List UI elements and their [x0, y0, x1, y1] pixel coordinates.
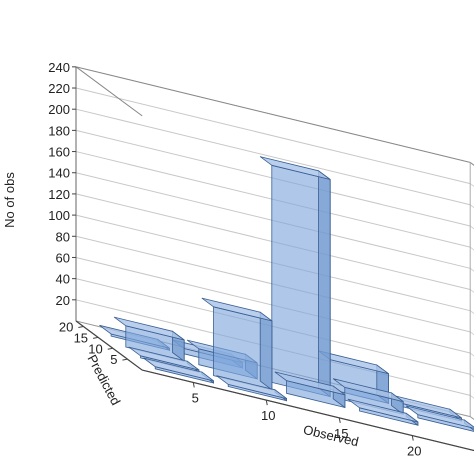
side-gridline	[469, 246, 474, 251]
y-tick-label: 15	[74, 330, 88, 345]
bar-top-face	[347, 398, 419, 423]
side-gridline	[469, 162, 474, 166]
bar-top-face	[201, 297, 273, 322]
wall-top-edge	[75, 66, 474, 166]
z-tick-label: 220	[48, 81, 70, 96]
side-gridline	[469, 225, 474, 230]
x-tick-label: 15	[334, 426, 348, 441]
bar	[201, 297, 273, 391]
bar-top-face	[332, 378, 404, 402]
bar-top-face	[113, 316, 185, 341]
y-tick-mark	[78, 325, 84, 328]
bar-top-face	[405, 405, 474, 429]
y-axis-title: Predicted	[84, 352, 123, 408]
predicted-axis-line	[75, 320, 143, 371]
y-tick-mark	[122, 358, 128, 361]
z-tick-label: 120	[48, 187, 70, 202]
y-tick-mark	[107, 347, 113, 350]
z-tick-label: 20	[56, 293, 70, 308]
y-tick-label: 5	[110, 352, 117, 367]
bar	[259, 156, 331, 398]
side-gridline	[469, 331, 474, 336]
x-tick-mark	[338, 417, 341, 423]
bar-front-face	[417, 414, 474, 432]
side-gridline	[469, 310, 474, 315]
side-gridline	[469, 394, 474, 399]
side-gridline	[469, 267, 474, 272]
y-tick-mark	[92, 336, 99, 339]
x-tick-label: 10	[261, 408, 275, 423]
side-gridline	[469, 373, 474, 378]
z-tick-label: 160	[48, 145, 70, 160]
bar	[332, 378, 404, 416]
x-axis-title: Observed	[302, 422, 360, 449]
bar-top-face	[216, 375, 287, 399]
bar-top-face	[274, 371, 346, 396]
z-tick-label: 60	[56, 250, 70, 265]
x-tick-mark	[411, 435, 414, 441]
bar	[113, 316, 185, 362]
bars	[99, 156, 474, 432]
z-tick-label: 200	[48, 102, 70, 117]
x-tick-mark	[265, 400, 268, 406]
bar-side-face	[318, 170, 331, 398]
y-tick-label: 10	[88, 341, 102, 356]
x-tick-mark	[192, 382, 195, 388]
y-tick-label: 20	[59, 319, 73, 334]
z-tick-label: 240	[48, 60, 70, 75]
side-gridline	[469, 352, 474, 357]
side-gridline	[469, 204, 474, 209]
side-gridline	[469, 289, 474, 293]
z-tick-label: 40	[56, 272, 70, 287]
z-tick-label: 80	[56, 229, 70, 244]
z-gridline	[75, 87, 471, 185]
x-tick-label: 20	[407, 444, 421, 459]
bar	[143, 357, 215, 384]
bar	[216, 375, 288, 402]
z-tick-label: 100	[48, 208, 70, 223]
tick-labels: 2040608010012014016018020022024051015202…	[48, 60, 421, 459]
z-tick-label: 140	[48, 166, 70, 181]
z-axis-title: No of obs	[2, 172, 17, 228]
bar-side-face	[259, 311, 273, 391]
z-gridline	[75, 108, 471, 206]
bar	[347, 398, 419, 426]
side-gridline	[469, 183, 474, 188]
bar-top-face	[259, 156, 331, 180]
bar	[405, 405, 474, 432]
bar	[274, 371, 346, 409]
bar-top-face	[143, 357, 214, 382]
z-tick-label: 180	[48, 123, 70, 138]
x-tick-label: 5	[192, 390, 199, 405]
bar-top-face	[128, 346, 200, 371]
